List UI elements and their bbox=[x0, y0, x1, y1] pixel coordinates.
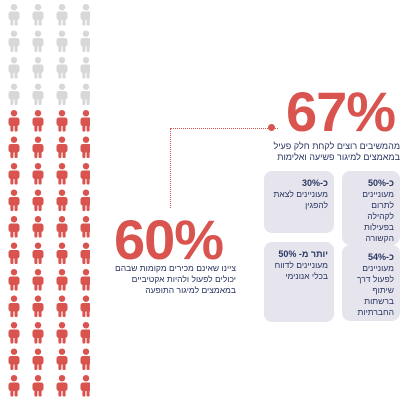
person-icon bbox=[32, 57, 44, 79]
person-icon bbox=[56, 269, 68, 291]
person-icon bbox=[80, 322, 90, 344]
person-icon bbox=[80, 295, 90, 317]
person-icon bbox=[8, 136, 20, 158]
person-icon bbox=[8, 30, 20, 52]
person-icon bbox=[32, 348, 44, 370]
person-icon bbox=[32, 83, 44, 105]
person-icon bbox=[32, 189, 44, 211]
person-icon bbox=[56, 375, 68, 397]
box-54-percent-social: כ-54% מעוניינים לפעול דרך שיתוף ברשתות ה… bbox=[342, 245, 400, 321]
person-icon bbox=[56, 57, 68, 79]
person-icon bbox=[80, 136, 90, 158]
box-30-percent: כ-30% מעוניינים לצאת להפגין bbox=[264, 171, 334, 233]
person-icon bbox=[80, 242, 90, 264]
stat-67-value: 67% bbox=[286, 80, 396, 143]
box-50a-title: כ-50% bbox=[368, 178, 394, 188]
person-icon bbox=[8, 295, 20, 317]
box-30-text: מעוניינים לצאת להפגין bbox=[273, 189, 328, 210]
person-icon bbox=[32, 30, 44, 52]
person-icon bbox=[32, 110, 44, 132]
person-icon bbox=[8, 3, 20, 26]
person-icon bbox=[8, 110, 20, 132]
box-50a-text: מעוניינים לתרום לקהילה בפעילות הקשורה לפ… bbox=[362, 189, 394, 245]
person-icon bbox=[56, 322, 68, 344]
person-icon bbox=[32, 136, 44, 158]
person-icon bbox=[8, 375, 20, 397]
person-icon bbox=[8, 269, 20, 291]
person-icon bbox=[56, 348, 68, 370]
person-icon bbox=[80, 30, 90, 52]
person-icon bbox=[80, 110, 90, 132]
stat-60-text: ציינו שאינם מכירים מקומות שבהם יכולים לפ… bbox=[114, 263, 236, 295]
person-icon bbox=[8, 57, 20, 79]
person-icon bbox=[56, 3, 68, 26]
box-50-percent-community: כ-50% מעוניינים לתרום לקהילה בפעילות הקש… bbox=[342, 171, 400, 245]
box-50b-text: מעוניינים לדווח בכלי אנונימי bbox=[274, 260, 328, 281]
box-over-50-percent-report: יותר מ- 50% מעוניינים לדווח בכלי אנונימי bbox=[264, 242, 334, 322]
person-icon bbox=[32, 242, 44, 264]
person-icon bbox=[56, 216, 68, 238]
person-icon bbox=[80, 216, 90, 238]
person-icon bbox=[80, 375, 90, 397]
person-icon bbox=[56, 163, 68, 185]
person-icon bbox=[80, 57, 90, 79]
person-icon bbox=[8, 163, 20, 185]
person-icon bbox=[56, 110, 68, 132]
box-50b-title: יותר מ- 50% bbox=[278, 249, 328, 259]
person-icon bbox=[8, 322, 20, 344]
person-icon bbox=[8, 216, 20, 238]
connector-line bbox=[170, 128, 278, 208]
person-icon bbox=[32, 295, 44, 317]
person-icon bbox=[80, 83, 90, 105]
person-icon bbox=[32, 269, 44, 291]
person-icon bbox=[80, 348, 90, 370]
person-icon bbox=[80, 163, 90, 185]
person-icon bbox=[80, 269, 90, 291]
stat-60-value: 60% bbox=[114, 208, 224, 271]
person-icon bbox=[32, 3, 44, 26]
person-icon bbox=[8, 189, 20, 211]
people-grid bbox=[8, 3, 90, 397]
person-icon bbox=[32, 163, 44, 185]
person-icon bbox=[80, 3, 90, 26]
person-icon bbox=[56, 30, 68, 52]
box-54-text: מעוניינים לפעול דרך שיתוף ברשתות החברתיו… bbox=[356, 263, 394, 321]
connector-dot bbox=[268, 124, 275, 131]
person-icon bbox=[80, 189, 90, 211]
person-icon bbox=[56, 136, 68, 158]
person-icon bbox=[8, 83, 20, 105]
person-icon bbox=[56, 242, 68, 264]
people-pictogram bbox=[0, 0, 90, 400]
person-icon bbox=[32, 375, 44, 397]
box-30-title: כ-30% bbox=[302, 178, 328, 188]
box-54-title: כ-54% bbox=[368, 252, 394, 262]
person-icon bbox=[8, 242, 20, 264]
person-icon bbox=[56, 83, 68, 105]
person-icon bbox=[32, 322, 44, 344]
person-icon bbox=[56, 189, 68, 211]
person-icon bbox=[56, 295, 68, 317]
person-icon bbox=[32, 216, 44, 238]
person-icon bbox=[8, 348, 20, 370]
stat-67-text: מהמשיבים רוצים לקחת חלק פעיל במאמצים למי… bbox=[273, 141, 400, 162]
